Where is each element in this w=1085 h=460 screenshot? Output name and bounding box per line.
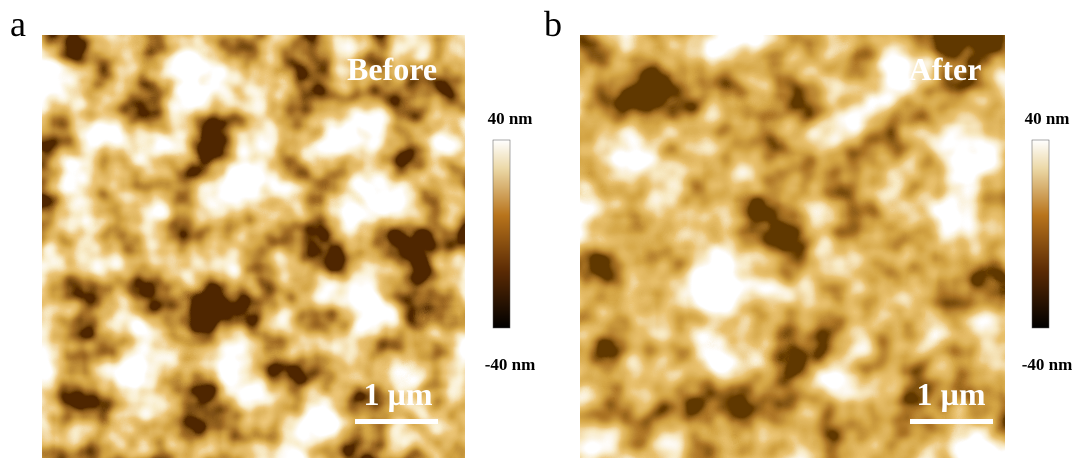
scale-bar-label: 1 µm — [916, 376, 985, 412]
scale-bar — [910, 419, 993, 424]
colorbar — [1031, 139, 1050, 329]
colorbar-min: -40 nm — [485, 355, 536, 374]
panel-caption: Before — [347, 51, 437, 87]
colorbar — [492, 139, 511, 329]
afm-image — [42, 35, 465, 458]
scale-bar-label: 1 µm — [363, 376, 432, 412]
colorbar-max: 40 nm — [488, 109, 533, 128]
afm-image — [580, 35, 1005, 458]
panel-caption: After — [909, 51, 982, 87]
scale-bar — [355, 419, 438, 424]
colorbar-max: 40 nm — [1025, 109, 1070, 128]
panel-label: b — [544, 4, 562, 44]
panel-label: a — [10, 4, 26, 44]
colorbar-min: -40 nm — [1022, 355, 1073, 374]
